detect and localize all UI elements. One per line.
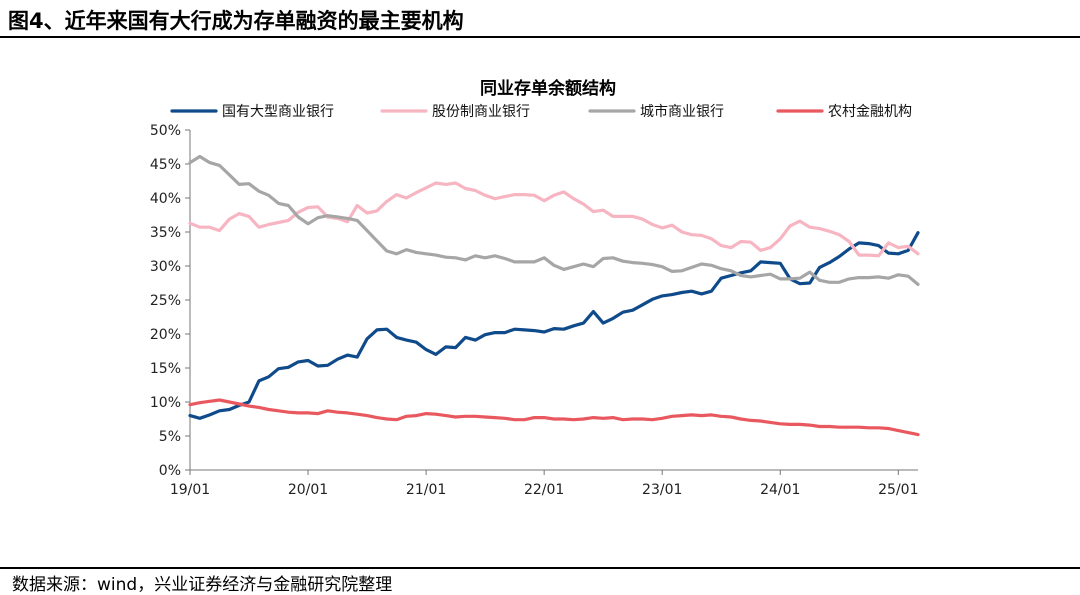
y-tick-label: 30% [150, 259, 181, 275]
x-tick-label: 23/01 [642, 482, 682, 498]
chart-title: 同业存单余额结构 [480, 78, 616, 99]
legend-label-1: 国有大型商业银行 [222, 104, 334, 120]
top-divider [0, 36, 1080, 38]
series-line-3 [188, 154, 920, 286]
series-line-4 [188, 398, 920, 437]
y-tick-label: 10% [150, 395, 181, 411]
series-line-2 [188, 181, 920, 258]
y-tick-label: 25% [150, 293, 181, 309]
x-tick-label: 21/01 [406, 482, 446, 498]
y-tick-label: 5% [159, 429, 181, 445]
chart-legend: 国有大型商业银行 股份制商业银行 城市商业银行 农村金融机构 [170, 103, 912, 120]
y-tick-label: 50% [150, 123, 181, 139]
y-tick-label: 20% [150, 327, 181, 343]
y-tick-label: 0% [159, 463, 181, 479]
x-tick-label: 25/01 [878, 482, 918, 498]
figure-title: 图4、近年来国有大行成为存单融资的最主要机构 [8, 9, 464, 33]
bottom-divider [0, 567, 1080, 569]
y-tick-label: 35% [150, 225, 181, 241]
y-tick-label: 15% [150, 361, 181, 377]
x-axis: 19/01 20/01 21/01 22/01 23/01 24/01 25/01 [170, 469, 919, 498]
x-tick-label: 22/01 [524, 482, 564, 498]
legend-label-2: 股份制商业银行 [432, 104, 530, 120]
series-line-1 [188, 231, 920, 420]
legend-label-4: 农村金融机构 [828, 104, 912, 120]
source-note: 数据来源：wind，兴业证券经济与金融研究院整理 [12, 575, 393, 595]
line-chart: 同业存单余额结构 国有大型商业银行 股份制商业银行 城市商业银行 农村金融机构 0% 5… [150, 78, 920, 498]
x-tick-label: 24/01 [760, 482, 800, 498]
legend-label-3: 城市商业银行 [640, 103, 724, 120]
x-tick-label: 20/01 [288, 482, 328, 498]
y-tick-label: 45% [150, 157, 181, 173]
plot-area [188, 154, 920, 437]
y-tick-label: 40% [150, 191, 181, 207]
x-tick-label: 19/01 [170, 482, 210, 498]
y-axis: 0% 5% 10% 15% 20% 25% 30% 35% 40% 45% 50% [150, 123, 191, 479]
